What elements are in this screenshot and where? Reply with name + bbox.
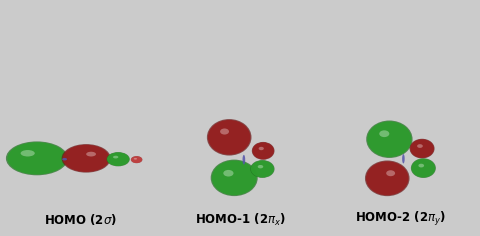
Ellipse shape	[131, 156, 143, 163]
Text: HOMO (2$\sigma$): HOMO (2$\sigma$)	[44, 212, 117, 227]
Ellipse shape	[366, 121, 413, 158]
Ellipse shape	[21, 150, 35, 156]
Text: HOMO-1 (2$\pi_x$): HOMO-1 (2$\pi_x$)	[194, 211, 286, 228]
Ellipse shape	[411, 158, 436, 178]
Ellipse shape	[113, 156, 119, 158]
Ellipse shape	[259, 147, 264, 150]
Ellipse shape	[411, 159, 435, 177]
Ellipse shape	[250, 160, 275, 178]
Ellipse shape	[107, 152, 129, 166]
Ellipse shape	[258, 165, 263, 168]
Ellipse shape	[402, 154, 405, 164]
Ellipse shape	[365, 160, 409, 196]
Ellipse shape	[61, 144, 111, 173]
Ellipse shape	[134, 158, 137, 160]
Ellipse shape	[107, 152, 130, 166]
Ellipse shape	[410, 139, 434, 158]
Ellipse shape	[386, 170, 395, 176]
Ellipse shape	[86, 152, 96, 156]
Ellipse shape	[251, 160, 274, 177]
Ellipse shape	[252, 142, 274, 159]
Ellipse shape	[419, 164, 424, 168]
Ellipse shape	[208, 120, 251, 155]
Ellipse shape	[379, 130, 389, 137]
Ellipse shape	[62, 158, 67, 160]
Ellipse shape	[252, 142, 275, 160]
Ellipse shape	[223, 170, 234, 177]
Ellipse shape	[220, 128, 229, 135]
Ellipse shape	[242, 155, 245, 164]
Ellipse shape	[366, 161, 408, 195]
Ellipse shape	[406, 158, 408, 160]
Ellipse shape	[63, 145, 109, 172]
Ellipse shape	[246, 159, 248, 161]
Ellipse shape	[211, 160, 258, 196]
Ellipse shape	[6, 141, 68, 175]
Ellipse shape	[131, 156, 142, 163]
Ellipse shape	[409, 139, 434, 158]
Ellipse shape	[7, 142, 66, 174]
Ellipse shape	[212, 160, 257, 195]
Text: HOMO-2 (2$\pi_y$): HOMO-2 (2$\pi_y$)	[355, 211, 445, 228]
Ellipse shape	[207, 119, 252, 156]
Ellipse shape	[417, 144, 423, 148]
Ellipse shape	[367, 121, 411, 157]
